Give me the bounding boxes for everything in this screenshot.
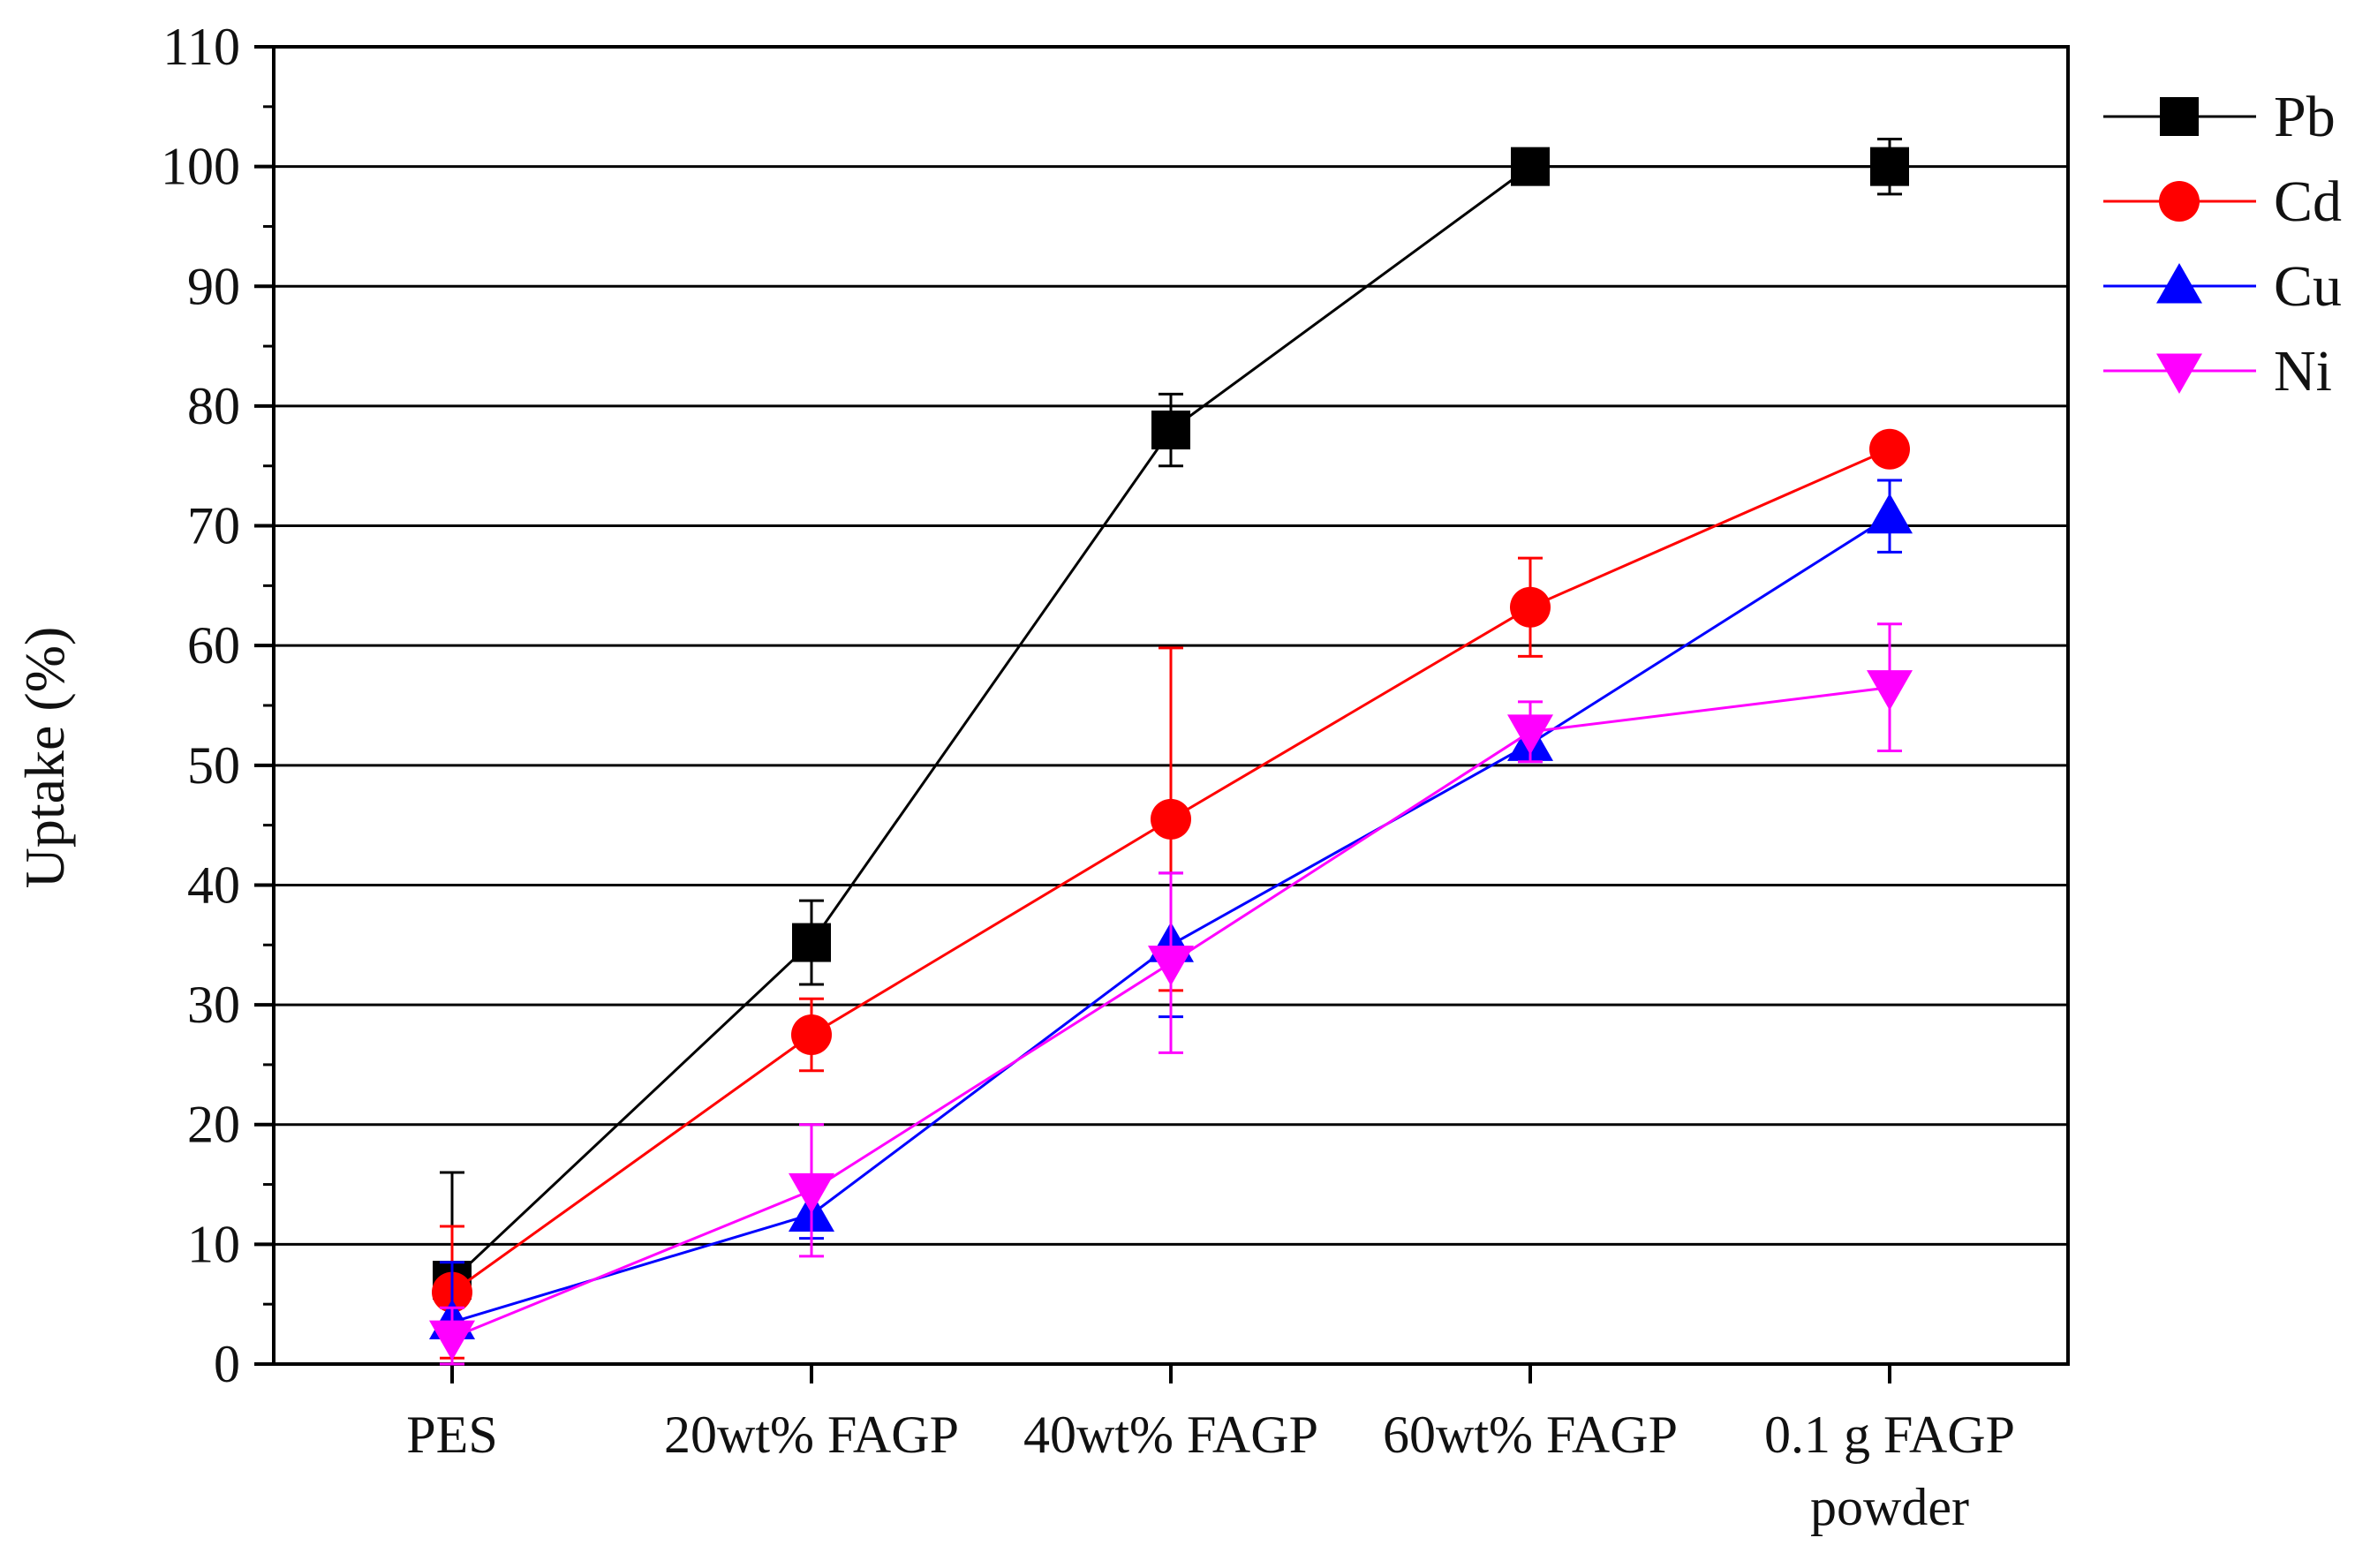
data-point-cd: [1869, 428, 1910, 470]
data-point-cu: [1867, 493, 1913, 534]
data-point-pb: [792, 923, 831, 962]
series-cd: [432, 428, 1910, 1360]
x-tick-label: PES: [406, 1406, 497, 1464]
y-tick-label-100: 100: [161, 138, 240, 196]
x-tick-label: powder: [1810, 1478, 1969, 1536]
x-tick-label: 20wt% FAGP: [664, 1406, 959, 1464]
x-tick-label: 40wt% FAGP: [1023, 1406, 1318, 1464]
x-tick-label: 0.1 g FAGP: [1764, 1406, 2015, 1464]
data-point-ni: [429, 1320, 475, 1361]
y-tick-label-10: 10: [187, 1215, 240, 1273]
series-ni: [429, 622, 1913, 1366]
legend-label-cu: Cu: [2274, 254, 2342, 319]
series-layer: [429, 137, 1913, 1366]
axes: [254, 45, 2070, 1383]
data-point-cd: [1151, 798, 1191, 840]
legend-label-ni: Ni: [2274, 339, 2332, 403]
data-point-ni: [1867, 670, 1913, 711]
legend: Pb Cd Cu Ni: [2103, 85, 2342, 403]
data-point-cd: [791, 1014, 832, 1055]
y-tick-label-30: 30: [187, 976, 240, 1034]
data-point-ni: [789, 1172, 834, 1214]
data-point-pb: [1151, 411, 1190, 450]
data-point-pb: [1870, 147, 1909, 186]
x-tick-label: 60wt% FAGP: [1383, 1406, 1678, 1464]
legend-label-pb: Pb: [2274, 85, 2336, 149]
legend-marker-ni: [2156, 353, 2202, 394]
y-tick-label-20: 20: [187, 1096, 240, 1154]
y-tick-label-40: 40: [187, 856, 240, 914]
y-tick-label-70: 70: [187, 497, 240, 555]
y-tick-label-110: 110: [162, 18, 240, 76]
legend-label-cd: Cd: [2274, 170, 2342, 234]
data-point-pb: [1511, 147, 1550, 186]
tick-labels: 0 10 20 30 40 50 60 70 80 90 100 110 PES 20wt% FAGP 40…: [161, 18, 2015, 1536]
legend-item-cu: Cu: [2103, 254, 2342, 319]
legend-marker-cd: [2159, 181, 2200, 222]
legend-marker-pb: [2160, 97, 2199, 136]
data-point-ni: [1507, 714, 1553, 755]
legend-item-ni: Ni: [2103, 339, 2332, 403]
y-axis-title: Uptake (%): [13, 627, 76, 889]
data-point-ni: [1148, 946, 1194, 986]
y-tick-label-0: 0: [214, 1335, 240, 1393]
legend-marker-cu: [2156, 263, 2202, 304]
y-tick-label-90: 90: [187, 257, 240, 315]
legend-item-cd: Cd: [2103, 170, 2342, 234]
y-tick-label-80: 80: [187, 377, 240, 435]
data-point-cd: [1510, 586, 1551, 628]
legend-item-pb: Pb: [2103, 85, 2336, 149]
y-tick-label-60: 60: [187, 616, 240, 675]
y-tick-label-50: 50: [187, 736, 240, 795]
